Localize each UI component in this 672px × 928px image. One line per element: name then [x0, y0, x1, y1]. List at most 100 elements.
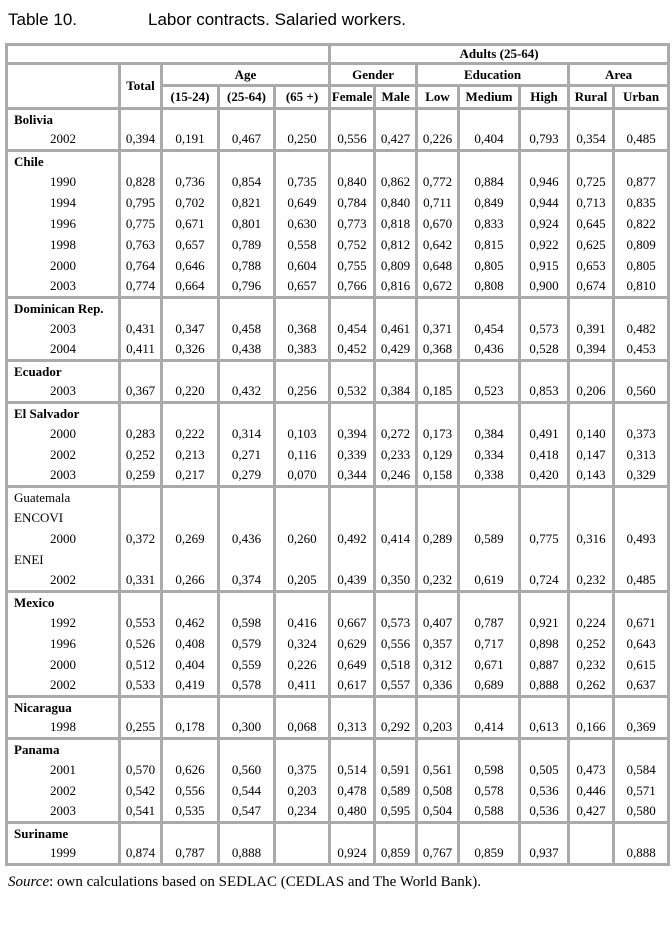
cell-age-65plus: 0,226	[272, 654, 332, 676]
cell-age-15-24	[160, 507, 220, 529]
cell-age-65plus: 0,416	[272, 612, 332, 634]
cell-edu-high	[518, 549, 571, 571]
cell-urban: 0,571	[612, 780, 671, 802]
cell-edu-low	[415, 737, 461, 760]
table-row-label: Ecuador	[5, 359, 671, 382]
table-row-year: 2004 0,411 0,326 0,438 0,383 0,452 0,429 0,368 0…	[5, 339, 671, 361]
table-row-year: 2003 0,259 0,217 0,279 0,070 0,344 0,246 0,158 0…	[5, 465, 671, 487]
header-country-column	[5, 63, 121, 109]
cell-age-15-24	[160, 401, 220, 424]
cell-edu-low: 0,336	[415, 675, 461, 697]
cell-age-15-24: 0,664	[160, 276, 220, 298]
cell-urban	[612, 359, 671, 382]
cell-edu-low: 0,185	[415, 381, 461, 403]
cell-edu-medium	[457, 590, 522, 613]
cell-age-15-24: 0,787	[160, 843, 220, 865]
row-year-label: 2000	[5, 654, 121, 676]
cell-rural	[567, 401, 616, 424]
cell-edu-medium: 0,334	[457, 444, 522, 466]
cell-total: 0,775	[118, 213, 163, 235]
cell-total: 0,570	[118, 759, 163, 781]
cell-rural: 0,391	[567, 318, 616, 340]
cell-age-15-24: 0,556	[160, 780, 220, 802]
cell-age-25-64: 0,796	[217, 276, 276, 298]
cell-edu-low: 0,357	[415, 633, 461, 655]
cell-female: 0,478	[328, 780, 377, 802]
cell-rural	[567, 507, 616, 529]
cell-urban: 0,485	[612, 570, 671, 592]
cell-edu-low	[415, 695, 461, 718]
cell-female: 0,439	[328, 570, 377, 592]
cell-age-65plus: 0,068	[272, 717, 332, 739]
row-year-label: 1996	[5, 213, 121, 235]
cell-urban: 0,453	[612, 339, 671, 361]
cell-female: 0,629	[328, 633, 377, 655]
cell-urban: 0,313	[612, 444, 671, 466]
cell-total: 0,512	[118, 654, 163, 676]
table-row-year: 2000 0,372 0,269 0,436 0,260 0,492 0,414 0,289 0…	[5, 528, 671, 550]
cell-edu-medium	[457, 149, 522, 172]
cell-total: 0,255	[118, 717, 163, 739]
cell-total	[118, 590, 163, 613]
cell-rural	[567, 821, 616, 844]
cell-edu-medium: 0,859	[457, 843, 522, 865]
cell-edu-medium: 0,578	[457, 780, 522, 802]
row-year-label: 2003	[5, 318, 121, 340]
cell-age-25-64: 0,544	[217, 780, 276, 802]
cell-age-65plus	[272, 549, 332, 571]
cell-age-65plus: 0,604	[272, 255, 332, 277]
cell-total: 0,372	[118, 528, 163, 550]
cell-age-15-24: 0,671	[160, 213, 220, 235]
cell-edu-high: 0,775	[518, 528, 571, 550]
cell-urban: 0,810	[612, 276, 671, 298]
cell-female: 0,480	[328, 801, 377, 823]
cell-age-25-64	[217, 507, 276, 529]
cell-urban: 0,888	[612, 843, 671, 865]
cell-male: 0,461	[373, 318, 419, 340]
labor-contracts-table: Adults (25-64) Total Age Gender Educatio…	[4, 43, 671, 866]
cell-edu-medium: 0,589	[457, 528, 522, 550]
cell-age-65plus: 0,070	[272, 465, 332, 487]
cell-total: 0,331	[118, 570, 163, 592]
cell-edu-low: 0,368	[415, 339, 461, 361]
cell-age-65plus	[272, 843, 332, 865]
cell-edu-high: 0,944	[518, 192, 571, 214]
cell-male	[373, 507, 419, 529]
cell-age-25-64: 0,438	[217, 339, 276, 361]
cell-age-65plus	[272, 821, 332, 844]
cell-age-25-64: 0,578	[217, 675, 276, 697]
cell-age-25-64: 0,314	[217, 423, 276, 445]
cell-age-65plus: 0,260	[272, 528, 332, 550]
cell-female: 0,556	[328, 129, 377, 151]
cell-age-15-24	[160, 149, 220, 172]
cell-edu-medium: 0,384	[457, 423, 522, 445]
cell-age-65plus: 0,103	[272, 423, 332, 445]
cell-male: 0,272	[373, 423, 419, 445]
cell-male: 0,573	[373, 612, 419, 634]
cell-age-15-24: 0,702	[160, 192, 220, 214]
cell-age-25-64: 0,888	[217, 843, 276, 865]
cell-age-65plus: 0,234	[272, 801, 332, 823]
cell-age-15-24: 0,220	[160, 381, 220, 403]
cell-total: 0,553	[118, 612, 163, 634]
cell-female: 0,339	[328, 444, 377, 466]
cell-age-65plus	[272, 296, 332, 319]
row-country-label: Suriname	[5, 821, 121, 844]
table-row-year: 1990 0,828 0,736 0,854 0,735 0,840 0,862 0,772 0…	[5, 171, 671, 193]
cell-age-25-64: 0,432	[217, 381, 276, 403]
cell-edu-high: 0,924	[518, 213, 571, 235]
header-edu-medium: Medium	[457, 85, 522, 109]
row-country-label: Bolivia	[5, 107, 121, 130]
cell-edu-low: 0,642	[415, 234, 461, 256]
cell-total	[118, 359, 163, 382]
table-row-label: Dominican Rep.	[5, 296, 671, 319]
cell-age-25-64: 0,458	[217, 318, 276, 340]
cell-age-25-64: 0,271	[217, 444, 276, 466]
cell-total: 0,252	[118, 444, 163, 466]
cell-rural	[567, 843, 616, 865]
row-country-label: Mexico	[5, 590, 121, 613]
cell-edu-high: 0,536	[518, 780, 571, 802]
cell-age-15-24: 0,266	[160, 570, 220, 592]
cell-age-25-64	[217, 737, 276, 760]
cell-female	[328, 590, 377, 613]
